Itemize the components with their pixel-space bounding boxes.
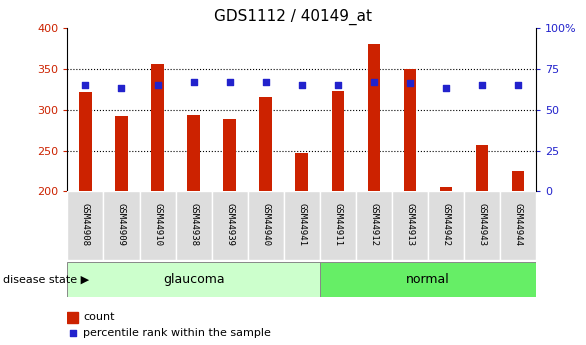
FancyBboxPatch shape bbox=[356, 191, 392, 260]
Bar bbox=[512, 171, 524, 191]
Point bbox=[513, 82, 523, 88]
Point bbox=[333, 82, 343, 88]
Bar bbox=[188, 115, 200, 191]
FancyBboxPatch shape bbox=[212, 191, 248, 260]
Text: disease state ▶: disease state ▶ bbox=[3, 275, 89, 284]
FancyBboxPatch shape bbox=[67, 191, 104, 260]
FancyBboxPatch shape bbox=[104, 191, 139, 260]
FancyBboxPatch shape bbox=[67, 262, 320, 297]
Bar bbox=[332, 91, 344, 191]
FancyBboxPatch shape bbox=[176, 191, 212, 260]
Point bbox=[225, 79, 234, 85]
Point bbox=[478, 82, 487, 88]
Text: normal: normal bbox=[406, 273, 450, 286]
Bar bbox=[295, 153, 308, 191]
FancyBboxPatch shape bbox=[500, 191, 536, 260]
Text: GSM44941: GSM44941 bbox=[297, 203, 306, 246]
FancyBboxPatch shape bbox=[320, 262, 536, 297]
FancyBboxPatch shape bbox=[428, 191, 464, 260]
Bar bbox=[67, 312, 78, 323]
Text: percentile rank within the sample: percentile rank within the sample bbox=[83, 328, 271, 338]
Text: GSM44913: GSM44913 bbox=[406, 203, 414, 246]
Bar bbox=[367, 44, 380, 191]
Bar bbox=[79, 91, 92, 191]
Point bbox=[441, 86, 451, 91]
Point bbox=[297, 82, 306, 88]
Text: GSM44940: GSM44940 bbox=[261, 203, 270, 246]
Text: GSM44942: GSM44942 bbox=[441, 203, 451, 246]
Text: GSM44910: GSM44910 bbox=[153, 203, 162, 246]
Text: GSM44944: GSM44944 bbox=[514, 203, 523, 246]
Bar bbox=[223, 119, 236, 191]
Point bbox=[81, 82, 90, 88]
Text: glaucoma: glaucoma bbox=[163, 273, 224, 286]
Point bbox=[369, 79, 379, 85]
Text: GSM44908: GSM44908 bbox=[81, 203, 90, 246]
Text: GSM44939: GSM44939 bbox=[225, 203, 234, 246]
Point bbox=[68, 330, 77, 336]
FancyBboxPatch shape bbox=[392, 191, 428, 260]
FancyBboxPatch shape bbox=[248, 191, 284, 260]
Bar bbox=[260, 97, 272, 191]
Bar bbox=[151, 64, 164, 191]
Text: GSM44912: GSM44912 bbox=[369, 203, 379, 246]
FancyBboxPatch shape bbox=[464, 191, 500, 260]
FancyBboxPatch shape bbox=[139, 191, 176, 260]
FancyBboxPatch shape bbox=[284, 191, 320, 260]
FancyBboxPatch shape bbox=[320, 191, 356, 260]
Text: GSM44911: GSM44911 bbox=[333, 203, 342, 246]
Bar bbox=[404, 69, 416, 191]
Text: GSM44938: GSM44938 bbox=[189, 203, 198, 246]
Point bbox=[117, 86, 126, 91]
Bar bbox=[115, 116, 128, 191]
Text: count: count bbox=[83, 312, 115, 322]
Text: GDS1112 / 40149_at: GDS1112 / 40149_at bbox=[214, 9, 372, 25]
Point bbox=[189, 79, 198, 85]
Bar bbox=[440, 187, 452, 191]
Text: GSM44909: GSM44909 bbox=[117, 203, 126, 246]
Bar bbox=[476, 145, 488, 191]
Point bbox=[261, 79, 270, 85]
Point bbox=[153, 82, 162, 88]
Point bbox=[406, 80, 415, 86]
Text: GSM44943: GSM44943 bbox=[478, 203, 486, 246]
